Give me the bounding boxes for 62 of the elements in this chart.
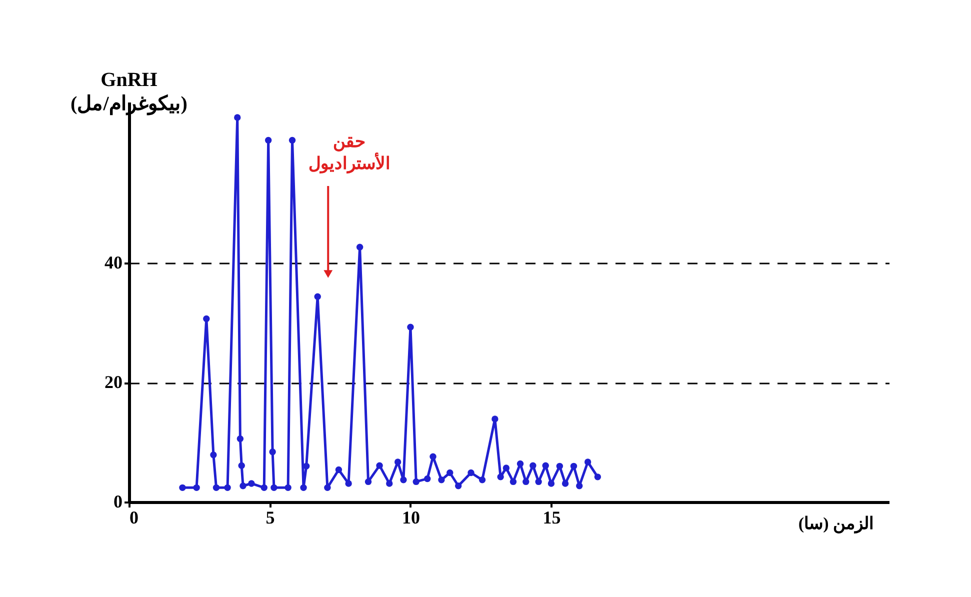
- point: [454, 482, 462, 490]
- point: [570, 462, 578, 470]
- point: [562, 480, 569, 487]
- point: [234, 114, 241, 121]
- point: [446, 469, 454, 476]
- point: [364, 478, 372, 486]
- point: [407, 324, 414, 330]
- annotation: حقن الأستراديول: [308, 132, 390, 174]
- x-tick-label: 15: [542, 508, 561, 528]
- point: [236, 435, 244, 442]
- point: [510, 478, 517, 486]
- point: [522, 478, 530, 486]
- point: [270, 484, 278, 492]
- y-tick-label: 20: [104, 372, 122, 392]
- point: [492, 416, 498, 422]
- point: [284, 484, 292, 492]
- point: [468, 469, 474, 476]
- point: [535, 478, 542, 486]
- point: [269, 448, 276, 456]
- y-tick-label: 40: [104, 252, 122, 273]
- point: [400, 476, 407, 484]
- point: [584, 458, 592, 466]
- point: [556, 462, 564, 470]
- point: [345, 480, 352, 487]
- point: [576, 482, 583, 490]
- point: [356, 244, 364, 250]
- x-tick-label: 10: [402, 508, 420, 528]
- point: [438, 476, 445, 484]
- point: [530, 462, 536, 469]
- x-axis-title: الزمن (سا): [798, 514, 874, 534]
- point: [324, 484, 331, 492]
- y-tick-label: 0: [114, 492, 122, 512]
- point: [238, 462, 245, 469]
- point: [248, 480, 255, 487]
- x-tick-label: 5: [266, 508, 275, 528]
- point: [300, 484, 307, 492]
- point: [288, 136, 296, 144]
- point: [224, 484, 231, 492]
- point: [314, 293, 321, 300]
- point: [516, 460, 524, 468]
- point: [179, 484, 186, 492]
- x-tick-label: 0: [130, 508, 138, 528]
- point: [478, 476, 486, 484]
- point: [260, 484, 268, 492]
- point: [335, 466, 342, 474]
- point: [203, 315, 210, 322]
- point: [594, 474, 602, 480]
- point: [424, 475, 431, 482]
- point: [394, 458, 402, 466]
- point: [502, 464, 510, 472]
- point: [497, 474, 504, 480]
- point: [193, 484, 200, 492]
- point: [542, 462, 549, 469]
- point: [210, 451, 217, 458]
- point: [386, 480, 393, 487]
- point: [240, 482, 246, 490]
- point: [212, 484, 220, 492]
- point: [376, 462, 383, 469]
- point: [264, 136, 272, 144]
- point: [548, 480, 555, 487]
- point: [430, 453, 436, 460]
- point: [412, 478, 420, 486]
